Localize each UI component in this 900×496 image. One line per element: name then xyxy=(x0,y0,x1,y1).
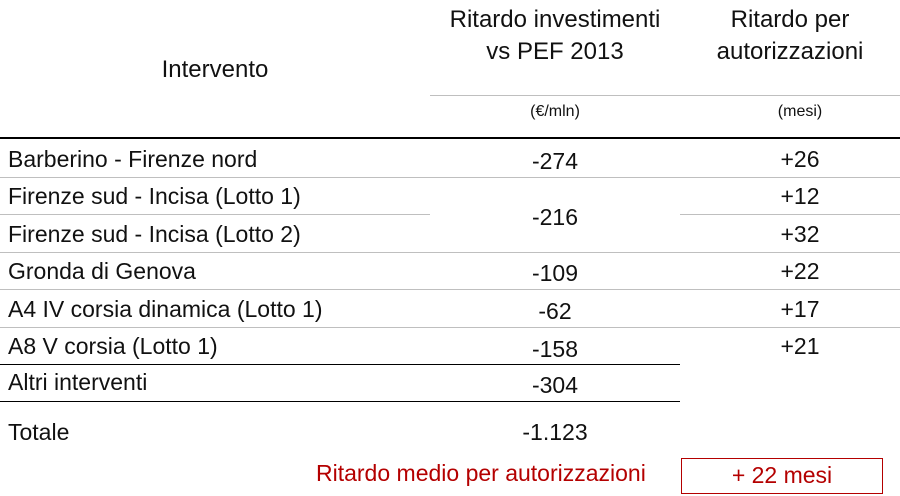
unit-auth: (mesi) xyxy=(777,103,823,120)
table-row-auth: +26 xyxy=(780,146,820,172)
row-divider xyxy=(0,214,430,215)
table-row-auth: +21 xyxy=(780,333,820,359)
row-divider xyxy=(0,252,900,253)
row-divider xyxy=(680,214,900,215)
summary-value: + 22 mesi xyxy=(731,462,833,488)
header-ritardo-autorizzazioni: Ritardo per autorizzazioni xyxy=(716,6,864,65)
summary-box xyxy=(681,458,883,494)
table-row-name: A8 V corsia (Lotto 1) xyxy=(8,333,218,359)
summary-label: Ritardo medio per autorizzazioni xyxy=(316,460,646,486)
row-divider xyxy=(0,327,900,328)
table-row-invest-merged: -216 xyxy=(531,204,579,230)
table-row-invest: -274 xyxy=(531,148,579,174)
table-row-auth: +17 xyxy=(780,296,820,322)
table-row-auth: +32 xyxy=(780,221,820,247)
unit-invest: (€/mln) xyxy=(530,103,580,120)
altri-top-border xyxy=(0,364,680,365)
table-top-border xyxy=(0,137,900,139)
table-row-name: Firenze sud - Incisa (Lotto 1) xyxy=(8,183,301,209)
table-row-invest: -109 xyxy=(531,260,579,286)
table-row-invest: -158 xyxy=(531,336,579,362)
header-separator xyxy=(430,95,900,96)
totale-invest: -1.123 xyxy=(522,419,588,445)
table-row-invest: -62 xyxy=(538,298,572,324)
table-row-name: A4 IV corsia dinamica (Lotto 1) xyxy=(8,296,323,322)
altri-interventi-invest: -304 xyxy=(531,372,579,398)
altri-interventi-label: Altri interventi xyxy=(8,369,148,395)
table-row-name: Firenze sud - Incisa (Lotto 2) xyxy=(8,221,301,247)
totale-label: Totale xyxy=(8,419,70,445)
header-intervento: Intervento xyxy=(161,56,269,83)
table-row-name: Barberino - Firenze nord xyxy=(8,146,258,172)
row-divider xyxy=(0,177,900,178)
table-row-name: Gronda di Genova xyxy=(8,258,196,284)
header-ritardo-investimenti: Ritardo investimenti vs PEF 2013 xyxy=(449,6,661,65)
table-row-auth: +22 xyxy=(780,258,820,284)
table-row-auth: +12 xyxy=(780,183,820,209)
row-divider xyxy=(0,289,900,290)
altri-bottom-border xyxy=(0,401,680,402)
